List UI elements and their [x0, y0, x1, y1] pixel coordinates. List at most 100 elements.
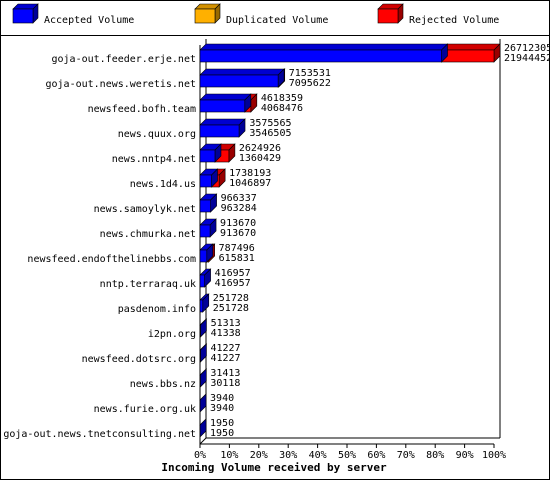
category-label-16: goja-out.news.tnetconsulting.net: [3, 429, 196, 440]
value-accepted-12: 41338: [211, 328, 241, 339]
bar-4: [199, 118, 246, 138]
legend-swatch-2: [194, 3, 221, 24]
category-label-5: news.nntp4.net: [112, 154, 196, 165]
bar-8: [199, 218, 217, 238]
value-total-8: 913670: [220, 218, 256, 229]
bar-accepted-1-front: [199, 49, 442, 63]
bar-accepted-6-front: [199, 174, 212, 188]
bar-accepted-14: [199, 368, 208, 388]
bar-accepted-3-front: [199, 99, 246, 113]
bar-accepted-1: [199, 43, 449, 63]
value-accepted-5: 1360429: [239, 153, 281, 164]
x-tick-label-1: 0%: [194, 450, 206, 461]
bar-accepted-7: [199, 193, 218, 213]
value-accepted-1: 21944452: [504, 53, 550, 64]
bar-accepted-2-top: [199, 68, 285, 76]
value-total-3: 4618359: [261, 93, 303, 104]
value-accepted-2: 7095622: [289, 78, 331, 89]
legend-divider: [0, 35, 550, 36]
bar-accepted-5: [199, 143, 222, 163]
x-tick-label-2: 10%: [220, 450, 238, 461]
category-label-13: newsfeed.dotsrc.org: [82, 354, 196, 365]
value-total-13: 41227: [210, 343, 240, 354]
x-tick-label-9: 80%: [426, 450, 444, 461]
bar-accepted-2-front: [199, 74, 279, 88]
value-total-5: 2624926: [239, 143, 281, 154]
value-accepted-11: 251728: [213, 303, 249, 314]
bar-accepted-4-top: [199, 118, 246, 126]
category-label-11: pasdenom.info: [118, 304, 196, 315]
legend-swatch-1-front: [12, 8, 34, 24]
bar-accepted-12: [199, 318, 208, 338]
category-label-6: news.1d4.us: [130, 179, 196, 190]
bar-accepted-3-top: [199, 93, 252, 101]
x-axis-title: Incoming Volume received by server: [161, 461, 387, 474]
legend-swatch-3: [377, 3, 404, 24]
category-label-12: i2pn.org: [148, 329, 196, 340]
bar-rejected-1: [440, 43, 501, 63]
bar-1: [199, 43, 501, 63]
legend-swatch-3-front: [377, 8, 399, 24]
legend-swatch-1: [12, 3, 39, 24]
bar-accepted-16: [199, 418, 207, 438]
bar-accepted-10-front: [199, 274, 205, 288]
category-label-14: news.bbs.nz: [130, 379, 196, 390]
label-group: goja-out.feeder.erje.net 2671230521944452…: [3, 43, 550, 440]
category-label-4: news.quux.org: [118, 129, 196, 140]
bar-accepted-6: [199, 168, 219, 188]
category-label-8: news.chmurka.net: [100, 229, 196, 240]
value-accepted-13: 41227: [210, 353, 240, 364]
bar-14: [199, 368, 208, 388]
legend-swatch-2-front: [194, 8, 216, 24]
bar-accepted-4-front: [199, 124, 240, 138]
value-accepted-3: 4068476: [261, 103, 303, 114]
x-tick-label-11: 100%: [482, 450, 506, 461]
bar-accepted-1-top: [199, 43, 449, 51]
bar-accepted-3: [199, 93, 252, 113]
value-total-11: 251728: [213, 293, 249, 304]
value-total-15: 3940: [210, 393, 234, 404]
plot-background: [200, 39, 500, 444]
bar-16: [199, 418, 207, 438]
legend-label-3: Rejected Volume: [409, 15, 499, 26]
x-tick-label-10: 90%: [456, 450, 474, 461]
bar-7: [199, 193, 218, 213]
x-tick-label-3: 20%: [250, 450, 268, 461]
bar-15: [199, 393, 207, 413]
axis-corner-line: [199, 437, 207, 445]
value-total-9: 787496: [219, 243, 255, 254]
value-total-10: 416957: [215, 268, 251, 279]
category-label-2: goja-out.news.weretis.net: [45, 79, 196, 90]
x-tick-label-6: 50%: [338, 450, 356, 461]
bar-6: [199, 168, 226, 188]
value-accepted-8: 913670: [220, 228, 256, 239]
value-accepted-6: 1046897: [229, 178, 271, 189]
x-tick-label-5: 40%: [309, 450, 327, 461]
bar-accepted-8: [199, 218, 217, 238]
category-label-7: news.samoylyk.net: [94, 204, 196, 215]
value-accepted-15: 3940: [210, 403, 234, 414]
category-label-10: nntp.terraraq.uk: [100, 279, 196, 290]
value-total-16: 1950: [210, 418, 234, 429]
bar-2: [199, 68, 286, 88]
bar-12: [199, 318, 208, 338]
bar-accepted-15: [199, 393, 207, 413]
category-label-15: news.furie.org.uk: [94, 404, 196, 415]
value-total-7: 966337: [221, 193, 257, 204]
category-label-3: newsfeed.bofh.team: [88, 104, 196, 115]
value-total-14: 31413: [210, 368, 240, 379]
value-accepted-4: 3546505: [249, 128, 291, 139]
bar-accepted-2: [199, 68, 285, 88]
bar-accepted-11: [199, 293, 210, 313]
x-tick-label-4: 30%: [279, 450, 297, 461]
bar-13: [199, 343, 208, 363]
legend-label-1: Accepted Volume: [44, 15, 134, 26]
value-total-12: 51313: [211, 318, 241, 329]
bar-accepted-9-front: [199, 249, 208, 263]
value-total-1: 26712305: [504, 43, 550, 54]
category-label-1: goja-out.feeder.erje.net: [52, 54, 197, 65]
value-accepted-14: 30118: [210, 378, 240, 389]
legend-label-2: Duplicated Volume: [226, 15, 328, 26]
value-total-6: 1738193: [229, 168, 271, 179]
